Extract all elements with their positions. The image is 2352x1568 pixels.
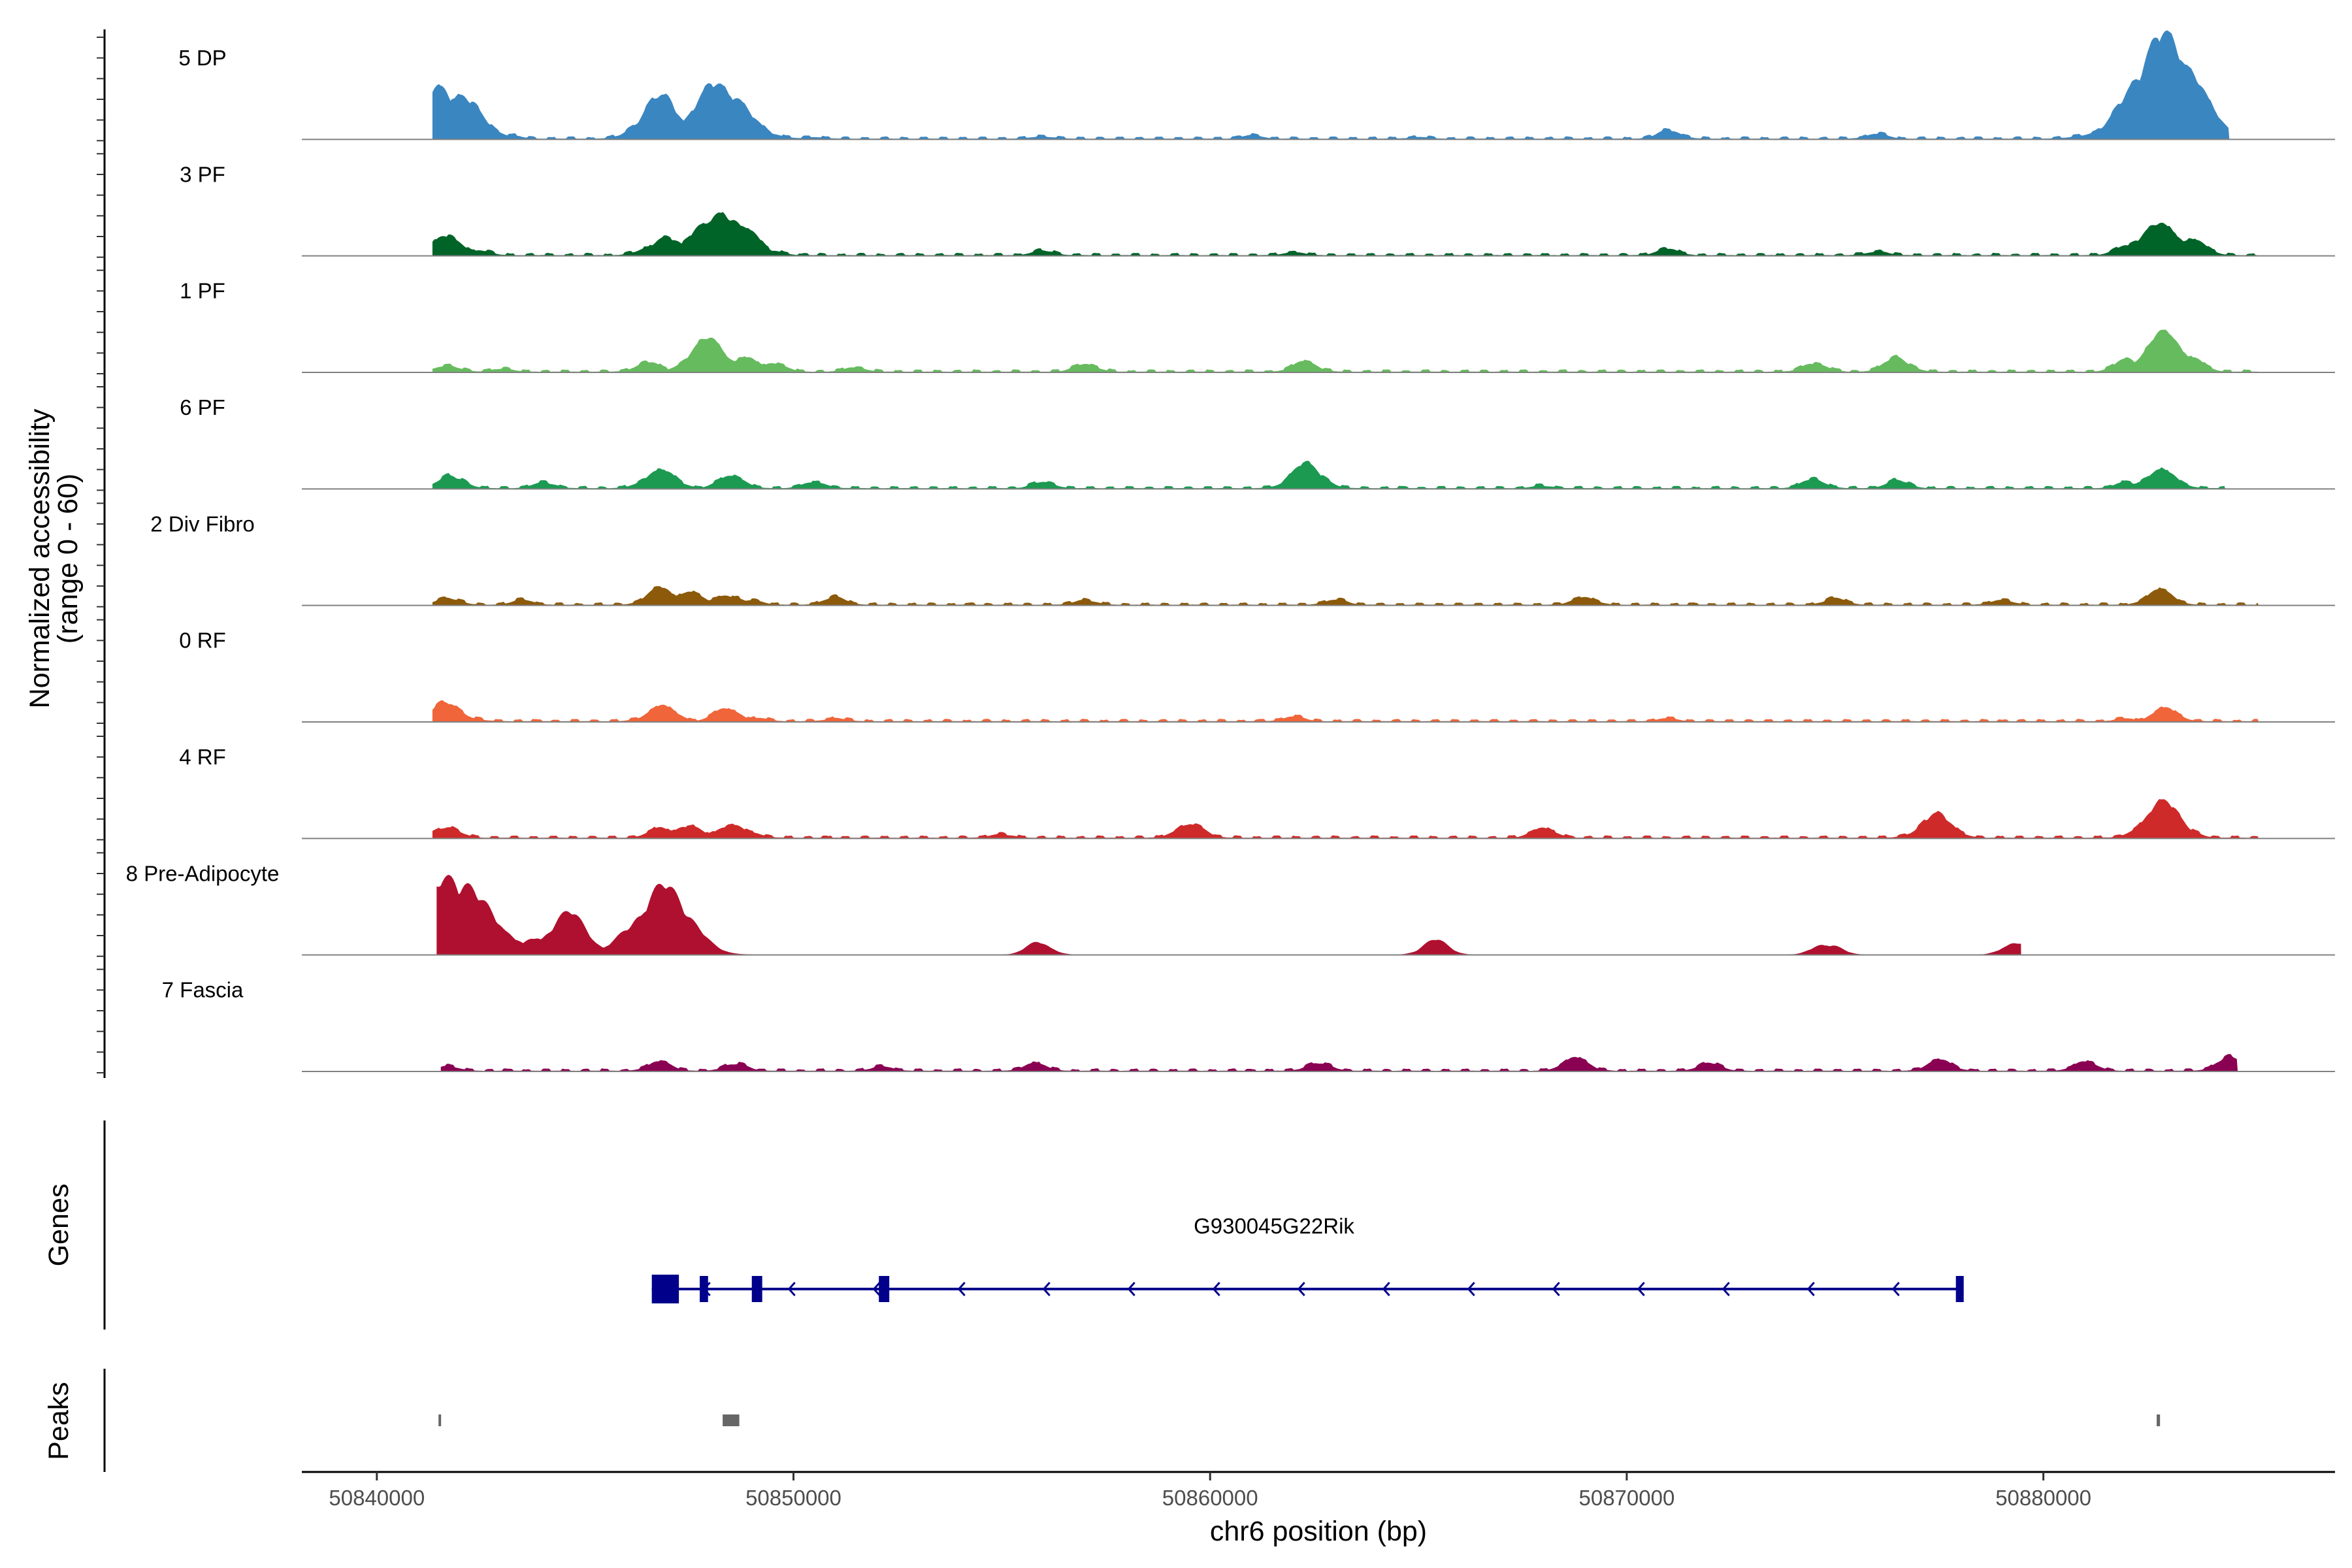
coverage-area xyxy=(432,798,2259,839)
x-tick-label: 50870000 xyxy=(1578,1486,1674,1510)
strand-arrow xyxy=(1042,1281,1051,1297)
gene-name-label: G930045G22Rik xyxy=(1194,1214,1354,1238)
coverage-area xyxy=(436,875,2021,956)
track-label: 3 PF xyxy=(180,162,225,186)
strand-arrow xyxy=(957,1281,966,1297)
coverage-track: 1 PF xyxy=(180,279,2335,373)
y-axis-title-line-2: (range 0 - 60) xyxy=(52,474,84,644)
coverage-track: 2 Div Fibro xyxy=(150,512,2335,606)
coverage-area xyxy=(432,586,2259,606)
strand-arrow xyxy=(1382,1281,1390,1297)
strand-arrow xyxy=(1637,1281,1645,1297)
x-tick-label: 50840000 xyxy=(329,1486,425,1510)
track-left-axes xyxy=(97,29,106,1472)
strand-arrow xyxy=(1467,1281,1475,1297)
coverage-track: 0 RF xyxy=(179,629,2335,723)
coverage-track: 3 PF xyxy=(180,162,2335,257)
gene-exon xyxy=(751,1276,762,1302)
track-label: 5 DP xyxy=(178,46,226,70)
strand-arrow xyxy=(1212,1281,1220,1297)
coverage-track: 4 RF xyxy=(179,745,2335,840)
strand-arrow xyxy=(872,1281,881,1297)
coverage-area xyxy=(440,1054,2238,1072)
coverage-area xyxy=(432,30,2230,140)
strand-arrow xyxy=(1552,1281,1560,1297)
strand-arrow xyxy=(1806,1281,1815,1297)
x-tick-label: 50880000 xyxy=(1995,1486,2091,1510)
coverage-area xyxy=(432,329,2260,373)
coverage-track: 7 Fascia xyxy=(162,978,2335,1072)
strand-arrow xyxy=(1891,1281,1900,1297)
track-label: 8 Pre-Adipocyte xyxy=(126,861,280,885)
x-axis: chr6 position (bp) 50840000 50850000 50860… xyxy=(302,1471,2335,1547)
track-label: 2 Div Fibro xyxy=(150,512,255,536)
coverage-area xyxy=(432,212,2260,257)
track-label: 4 RF xyxy=(179,745,226,769)
peak-region xyxy=(723,1414,740,1426)
coverage-track: 8 Pre-Adipocyte xyxy=(126,861,2335,956)
strand-arrow xyxy=(1297,1281,1305,1297)
peak-region xyxy=(2157,1414,2161,1426)
coverage-track: 6 PF xyxy=(180,395,2335,490)
track-label: 6 PF xyxy=(180,395,225,419)
peaks-axis-title: Peaks xyxy=(43,1382,74,1460)
gene-track: G930045G22Rik xyxy=(651,1214,1964,1303)
gene-exon xyxy=(1955,1276,1964,1302)
track-label: 7 Fascia xyxy=(162,978,244,1002)
gene-exon xyxy=(879,1276,890,1302)
y-axis-title-line-1: Normalized accessibility xyxy=(24,408,56,708)
peak-track xyxy=(438,1414,2161,1426)
track-label: 0 RF xyxy=(179,629,226,653)
coverage-tracks: 5 DP 3 PF 1 PF 6 PF 2 Div Fibro 0 RF 4 RF 8 Pre… xyxy=(126,30,2335,1072)
track-label: 1 PF xyxy=(180,279,225,303)
x-tick-label: 50850000 xyxy=(745,1486,841,1510)
strand-arrow xyxy=(787,1281,796,1297)
genes-axis-title: Genes xyxy=(43,1184,74,1267)
y-axis-title: Normalized accessibility (range 0 - 60) xyxy=(24,408,84,708)
x-axis-title: chr6 position (bp) xyxy=(1210,1516,1427,1547)
gene-exon xyxy=(651,1275,679,1303)
peak-region xyxy=(438,1414,442,1426)
coverage-area xyxy=(432,700,2259,723)
strand-arrow xyxy=(1127,1281,1135,1297)
x-tick-label: 50860000 xyxy=(1162,1486,1258,1510)
strand-arrow xyxy=(1722,1281,1730,1297)
gene-exon xyxy=(700,1276,708,1302)
coverage-track: 5 DP xyxy=(178,30,2335,140)
coverage-area xyxy=(432,461,2226,489)
